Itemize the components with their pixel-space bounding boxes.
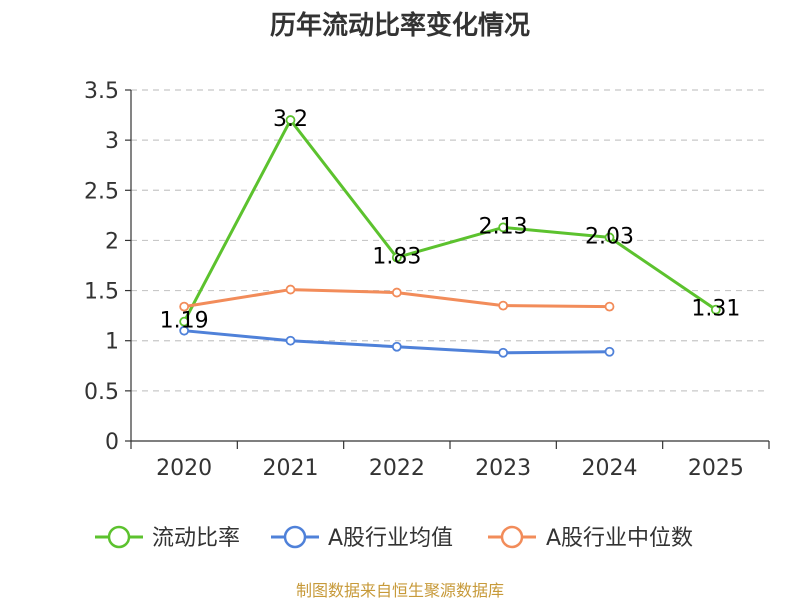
series-group bbox=[179, 115, 721, 358]
y-tick-label: 3 bbox=[105, 129, 119, 154]
x-tick-label: 2025 bbox=[688, 456, 744, 481]
y-tick-label: 3.5 bbox=[84, 79, 119, 104]
data-point bbox=[285, 115, 296, 125]
data-label: 1.19 bbox=[160, 309, 209, 334]
legend-item[interactable]: A股行业均值 bbox=[271, 525, 453, 551]
data-label: 2.03 bbox=[585, 224, 634, 249]
data-point bbox=[498, 222, 509, 233]
data-point bbox=[179, 301, 190, 312]
y-tick-label: 0 bbox=[105, 430, 119, 455]
axes bbox=[130, 90, 769, 442]
data-labels: 1.19 3.2 1.83 2.13 2.03 1.31 bbox=[160, 107, 741, 334]
source-note: 制图数据来自恒生聚源数据库 bbox=[296, 581, 504, 600]
legend-label: A股行业均值 bbox=[328, 526, 453, 551]
y-tick-label: 0.5 bbox=[84, 380, 119, 405]
legend-item[interactable]: A股行业中位数 bbox=[488, 525, 693, 551]
x-tick-label: 2024 bbox=[582, 456, 638, 481]
y-tick-label: 1.5 bbox=[84, 280, 119, 305]
data-point bbox=[604, 232, 615, 243]
data-point bbox=[604, 301, 615, 312]
legend-marker bbox=[500, 525, 524, 549]
data-point bbox=[391, 341, 402, 352]
legend-marker bbox=[107, 525, 131, 549]
data-label: 1.31 bbox=[691, 297, 740, 322]
y-axis-ticks: 0 0.5 1 1.5 2 2.5 3 3.5 bbox=[84, 79, 131, 455]
data-point bbox=[285, 335, 296, 346]
x-tick-label: 2020 bbox=[156, 456, 212, 481]
data-point bbox=[391, 252, 402, 263]
chart-title: 历年流动比率变化情况 bbox=[270, 10, 530, 41]
legend-item[interactable]: 流动比率 bbox=[95, 525, 240, 551]
y-tick-label: 1 bbox=[105, 330, 119, 355]
y-tick-label: 2.5 bbox=[84, 179, 119, 204]
x-tick-label: 2021 bbox=[263, 456, 319, 481]
data-point bbox=[285, 284, 296, 295]
x-tick-label: 2022 bbox=[369, 456, 425, 481]
data-point bbox=[604, 346, 615, 357]
x-tick-label: 2023 bbox=[475, 456, 531, 481]
data-point bbox=[710, 304, 721, 315]
grid-lines bbox=[131, 89, 769, 392]
data-point bbox=[391, 287, 402, 298]
data-point bbox=[179, 316, 190, 327]
legend-label: 流动比率 bbox=[152, 526, 240, 551]
data-point bbox=[179, 325, 190, 336]
legend-label: A股行业中位数 bbox=[546, 526, 693, 551]
y-tick-label: 2 bbox=[105, 229, 119, 254]
data-label: 2.13 bbox=[479, 214, 528, 239]
data-label: 3.2 bbox=[273, 107, 308, 132]
data-point bbox=[498, 347, 509, 358]
x-axis-ticks: 2020 2021 2022 2023 2024 2025 bbox=[130, 441, 770, 481]
data-label: 1.83 bbox=[372, 244, 421, 269]
legend[interactable]: 流动比率 A股行业均值 A股行业中位数 bbox=[95, 525, 693, 551]
series-line bbox=[182, 118, 718, 324]
data-point bbox=[498, 300, 509, 311]
legend-marker bbox=[283, 525, 307, 549]
